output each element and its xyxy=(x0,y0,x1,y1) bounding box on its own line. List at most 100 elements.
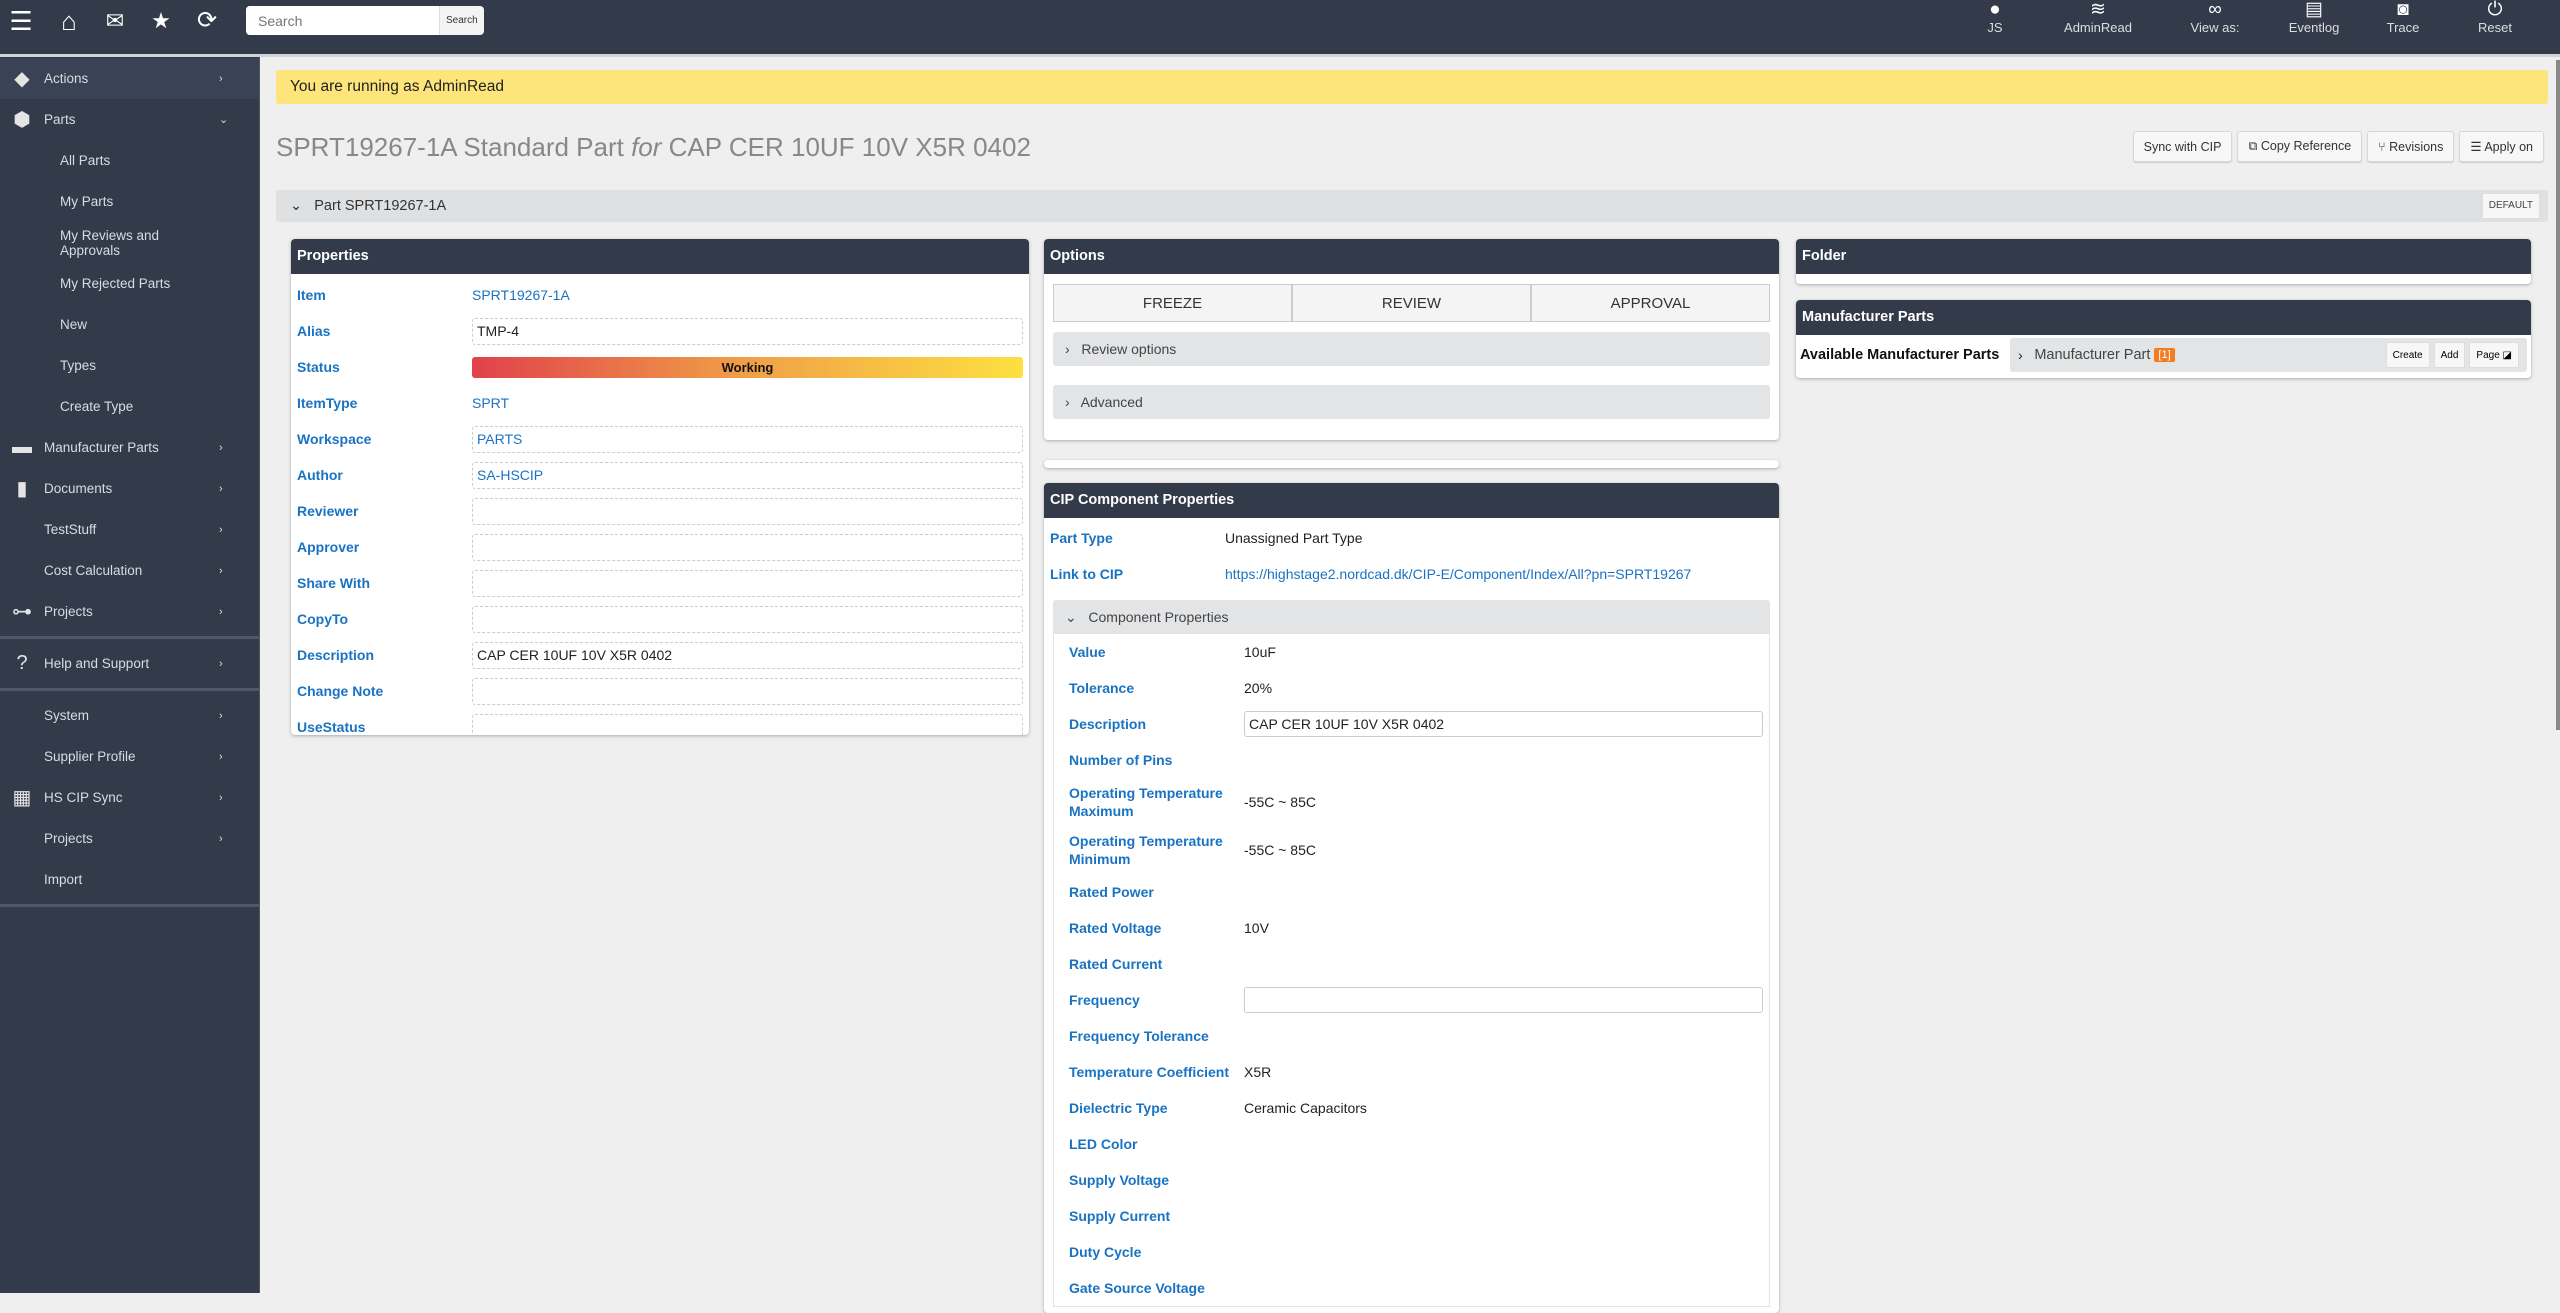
topbar-trace-button[interactable]: ◙ Trace xyxy=(2358,0,2448,35)
topbar-adminread-button[interactable]: ≋ AdminRead xyxy=(2053,0,2143,35)
part-accordion-label: Part SPRT19267-1A xyxy=(314,198,447,214)
clipboard-icon: ▤ xyxy=(2305,0,2323,20)
empty-panel xyxy=(1044,460,1779,468)
copy-reference-button[interactable]: ⧉ Copy Reference xyxy=(2237,131,2363,162)
manufacturer-part-accordion[interactable]: › Manufacturer Part [1] Create Add Page … xyxy=(2010,338,2527,372)
chevron-icon: ⌄ xyxy=(219,114,229,126)
component-properties-accordion[interactable]: ⌄ Component Properties xyxy=(1053,600,1770,634)
sidebar-item-projects[interactable]: Projects › xyxy=(0,818,259,859)
dielectric-type-value: Ceramic Capacitors xyxy=(1244,1100,1367,1116)
refresh-icon[interactable]: ⟳ xyxy=(196,7,218,34)
apply-on-button[interactable]: ☰ Apply on xyxy=(2459,131,2544,162)
approver-field[interactable] xyxy=(472,533,1023,561)
revisions-label: Revisions xyxy=(2389,139,2444,154)
part-type-label: Part Type xyxy=(1050,530,1113,546)
share-with-field[interactable] xyxy=(472,569,1023,597)
sidebar-item-label: System xyxy=(44,708,90,723)
sidebar-item-parts[interactable]: ⬢ Parts ⌄ xyxy=(0,99,259,140)
default-badge[interactable]: DEFAULT xyxy=(2481,193,2540,219)
sidebar-item-projects[interactable]: ⊶ Projects › xyxy=(0,591,259,632)
sidebar-item-cost-calculation[interactable]: Cost Calculation › xyxy=(0,550,259,591)
topbar-js-button[interactable]: ● JS xyxy=(1950,0,2040,35)
cip-link[interactable]: https://highstage2.nordcad.dk/CIP-E/Comp… xyxy=(1225,566,1692,582)
sidebar-item-supplier-profile[interactable]: Supplier Profile › xyxy=(0,736,259,777)
sidebar-item-my-rejected-parts[interactable]: My Rejected Parts xyxy=(0,263,259,304)
home-icon[interactable]: ⌂ xyxy=(61,6,77,36)
sidebar-item-system[interactable]: System › xyxy=(0,695,259,736)
folder-panel: Folder xyxy=(1796,239,2531,284)
add-button[interactable]: Add xyxy=(2433,342,2466,368)
freeze-button[interactable]: FREEZE xyxy=(1053,284,1292,322)
description-field[interactable]: CAP CER 10UF 10V X5R 0402 xyxy=(1244,711,1763,737)
sidebar-item-hs-cip-sync[interactable]: ▦ HS CIP Sync › xyxy=(0,777,259,818)
sidebar-item-manufacturer-parts[interactable]: ▬ Manufacturer Parts › xyxy=(0,427,259,468)
component-property-row: Temperature Coefficient X5R xyxy=(1054,1054,1769,1090)
sidebar-item-label: Parts xyxy=(44,112,76,127)
change-note-field[interactable] xyxy=(472,677,1023,705)
review-options-label: Review options xyxy=(1081,341,1177,357)
menu-icon[interactable]: ☰ xyxy=(9,6,33,36)
sidebar-item-types[interactable]: Types xyxy=(0,345,259,386)
author-field[interactable]: SA-HSCIP xyxy=(472,461,1023,489)
page-button[interactable]: Page ◪ xyxy=(2469,342,2519,368)
properties-header: Properties xyxy=(291,239,1029,274)
number-of-pins-label: Number of Pins xyxy=(1069,752,1173,768)
sidebar-item-label: TestStuff xyxy=(44,522,97,537)
component-property-row: Duty Cycle xyxy=(1054,1234,1769,1270)
tolerance-value: 20% xyxy=(1244,680,1273,696)
review-button[interactable]: REVIEW xyxy=(1292,284,1531,322)
reviewer-field[interactable] xyxy=(472,497,1023,525)
topbar-eventlog-button[interactable]: ▤ Eventlog xyxy=(2269,0,2359,35)
usestatus-field[interactable] xyxy=(472,713,1023,735)
property-row: Reviewer xyxy=(291,493,1029,529)
alias-field[interactable]: TMP-4 xyxy=(472,317,1023,345)
search-button[interactable]: Search xyxy=(439,6,484,35)
copyto-field[interactable] xyxy=(472,605,1023,633)
chevron-icon: › xyxy=(219,709,223,722)
topbar-reset-button[interactable]: ⏻ Reset xyxy=(2450,0,2540,35)
search-input[interactable] xyxy=(246,6,439,35)
led-color-label: LED Color xyxy=(1069,1136,1138,1152)
component-property-row: Tolerance 20% xyxy=(1054,670,1769,706)
star-icon[interactable]: ★ xyxy=(151,8,171,33)
topbar-view-as-button[interactable]: ∞ View as: xyxy=(2170,0,2260,35)
mail-icon[interactable]: ✉ xyxy=(105,8,125,33)
sidebar-item-label: My Rejected Parts xyxy=(60,276,171,291)
sidebar-item-new[interactable]: New xyxy=(0,304,259,345)
description-field[interactable]: CAP CER 10UF 10V X5R 0402 xyxy=(472,641,1023,669)
revisions-button[interactable]: ⑂ Revisions xyxy=(2367,131,2455,162)
create-button[interactable]: Create xyxy=(2385,342,2430,368)
scrollbar[interactable] xyxy=(2556,60,2560,730)
sidebar-item-actions[interactable]: ◆ Actions › xyxy=(0,58,259,99)
approval-button[interactable]: APPROVAL xyxy=(1531,284,1770,322)
top-bar: ☰ ⌂ ✉ ★ ⟳ Search ●JS ≋AdminRead ∞View as: ▤… xyxy=(0,0,2560,57)
chevron-icon: › xyxy=(219,750,223,763)
sidebar-item-import[interactable]: Import xyxy=(0,859,259,900)
chevron-icon: › xyxy=(219,72,223,85)
sidebar-item-all-parts[interactable]: All Parts xyxy=(0,140,259,181)
sidebar-item-my-reviews-and-approvals[interactable]: My Reviews and Approvals xyxy=(0,222,259,263)
sidebar-item-teststuff[interactable]: TestStuff › xyxy=(0,509,259,550)
sidebar-item-help-and-support[interactable]: ? Help and Support › xyxy=(0,643,259,684)
component-properties-label: Component Properties xyxy=(1088,609,1229,625)
item-value[interactable]: SPRT19267-1A xyxy=(472,287,570,303)
property-row: Status Working xyxy=(291,349,1029,385)
sidebar-item-documents[interactable]: ▮ Documents › xyxy=(0,468,259,509)
sidebar-item-my-parts[interactable]: My Parts xyxy=(0,181,259,222)
chevron-down-icon: ⌄ xyxy=(290,198,303,214)
frequency-field[interactable] xyxy=(1244,987,1763,1013)
options-header: Options xyxy=(1044,239,1779,274)
user-icon: ● xyxy=(1989,0,2001,20)
component-property-row: Rated Power xyxy=(1054,874,1769,910)
workspace-field[interactable]: PARTS xyxy=(472,425,1023,453)
sidebar-item-create-type[interactable]: Create Type xyxy=(0,386,259,427)
operating-temperature-maximum-value: -55C ~ 85C xyxy=(1244,794,1316,810)
itemtype-value[interactable]: SPRT xyxy=(472,395,510,411)
part-accordion[interactable]: ⌄ Part SPRT19267-1A DEFAULT xyxy=(276,190,2548,222)
review-options-accordion[interactable]: › Review options xyxy=(1053,332,1770,366)
property-row: Author SA-HSCIP xyxy=(291,457,1029,493)
advanced-accordion[interactable]: › Advanced xyxy=(1053,385,1770,419)
sync-with-cip-button[interactable]: Sync with CIP xyxy=(2132,131,2233,162)
sidebar-item-label: All Parts xyxy=(60,153,111,168)
component-property-row: Supply Current xyxy=(1054,1198,1769,1234)
